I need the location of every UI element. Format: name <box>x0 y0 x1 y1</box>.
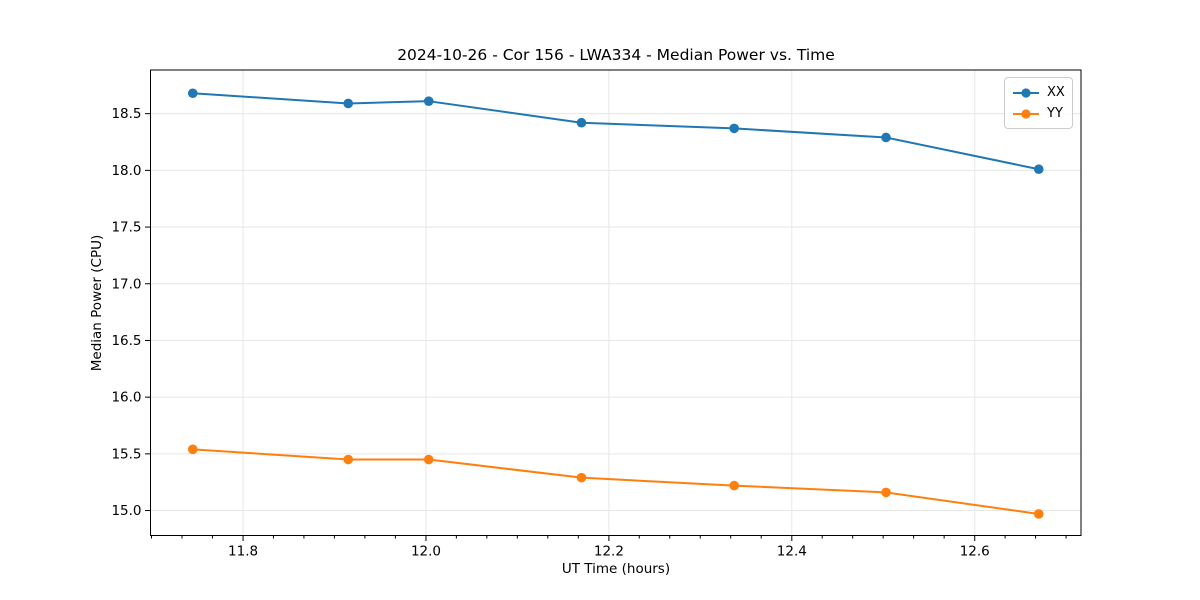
data-point-xx <box>423 96 434 106</box>
data-point-yy <box>729 480 739 491</box>
y-tick-label: 18.0 <box>111 163 141 179</box>
legend-label-yy: YY <box>1047 106 1063 121</box>
x-axis-label: UT Time (hours) <box>561 561 671 577</box>
series-line-xx <box>192 92 1039 171</box>
chart-title: 2024-10-26 - Cor 156 - LWA334 - Median P… <box>397 46 835 64</box>
legend: XX YY <box>1004 77 1073 129</box>
x-tick-label: 12.0 <box>411 544 441 560</box>
series-line-yy <box>192 448 1039 515</box>
legend-item-xx: XX <box>1012 82 1072 103</box>
data-point-yy <box>1033 509 1044 519</box>
data-point-xx <box>187 88 198 99</box>
y-axis-label: Median Power (CPU) <box>89 234 105 372</box>
legend-line-yy-icon <box>1013 108 1039 119</box>
x-tick-label: 12.4 <box>777 544 807 560</box>
data-point-yy <box>576 472 587 483</box>
legend-label-xx: XX <box>1047 85 1065 100</box>
data-point-xx <box>1033 164 1044 175</box>
x-tick-label: 12.2 <box>594 544 624 560</box>
y-tick-label: 15.0 <box>111 503 141 519</box>
legend-line-xx-icon <box>1013 87 1039 98</box>
x-tick-label: 11.8 <box>228 544 258 560</box>
data-point-yy <box>187 444 198 455</box>
y-tick-label: 17.0 <box>111 276 141 292</box>
data-point-xx <box>576 117 587 128</box>
y-tick-label: 17.5 <box>111 220 141 236</box>
data-point-xx <box>881 132 891 143</box>
x-tick-label: 12.6 <box>960 544 990 560</box>
y-tick-label: 16.5 <box>111 333 141 349</box>
data-point-xx <box>729 123 739 134</box>
y-tick-label: 18.5 <box>111 106 141 122</box>
data-point-yy <box>423 454 434 465</box>
axes-spines <box>150 69 1082 536</box>
data-point-xx <box>343 98 354 109</box>
data-point-yy <box>343 454 354 465</box>
legend-item-yy: YY <box>1012 103 1072 124</box>
y-tick-label: 16.0 <box>111 390 141 406</box>
y-tick-label: 15.5 <box>111 446 141 462</box>
data-point-yy <box>881 487 891 498</box>
